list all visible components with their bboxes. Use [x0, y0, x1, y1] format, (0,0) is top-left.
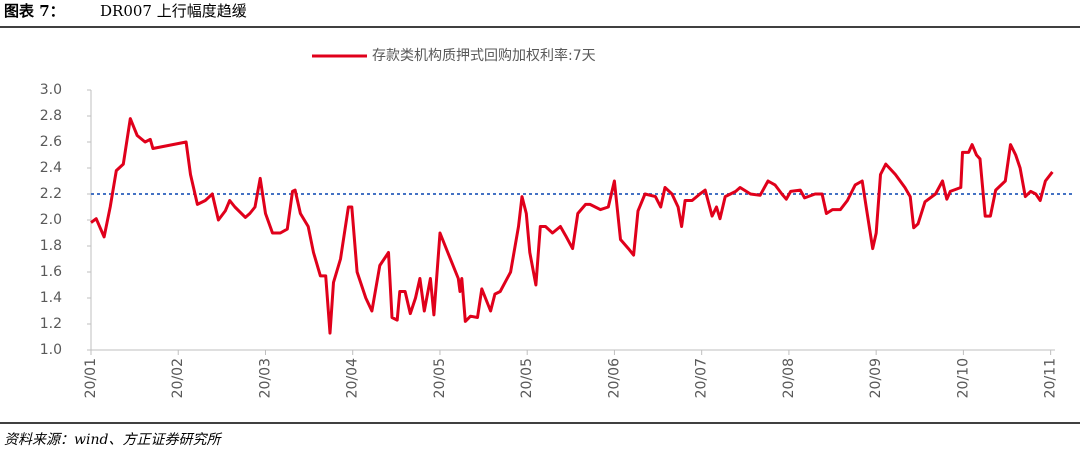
x-tick-label: 20/09 — [868, 358, 884, 398]
x-tick-label: 20/11 — [1043, 358, 1059, 398]
x-tick-label: 20/08 — [781, 358, 797, 398]
y-tick-label: 2.0 — [40, 212, 62, 228]
x-tick-label: 20/07 — [694, 358, 710, 398]
y-tick-label: 2.4 — [40, 160, 62, 176]
x-tick-label: 20/06 — [606, 358, 622, 398]
y-tick-label: 2.8 — [40, 108, 62, 124]
x-tick-label: 20/03 — [257, 358, 273, 398]
legend-label: 存款类机构质押式回购加权利率:7天 — [372, 47, 596, 64]
y-tick-label: 1.8 — [40, 238, 62, 254]
x-tick-label: 20/02 — [170, 358, 186, 398]
y-tick-label: 1.2 — [40, 316, 62, 332]
y-tick-label: 2.2 — [40, 186, 62, 202]
x-tick-label: 20/05 — [519, 358, 535, 398]
y-tick-label: 3.0 — [40, 82, 62, 98]
y-tick-label: 2.6 — [40, 134, 62, 150]
x-tick-label: 20/10 — [955, 358, 971, 398]
data-line — [90, 117, 1054, 335]
x-tick-label: 20/05 — [432, 358, 448, 398]
source-note: 资料来源：wind、方正证券研究所 — [4, 432, 222, 448]
figure-label: 图表 7： — [4, 2, 65, 20]
y-tick-label: 1.0 — [40, 342, 62, 358]
x-tick-label: 20/01 — [83, 358, 99, 398]
figure-title: DR007 上行幅度趋缓 — [100, 2, 247, 20]
y-tick-label: 1.6 — [40, 264, 62, 280]
y-tick-label: 1.4 — [40, 290, 62, 306]
x-tick-label: 20/04 — [345, 358, 361, 398]
